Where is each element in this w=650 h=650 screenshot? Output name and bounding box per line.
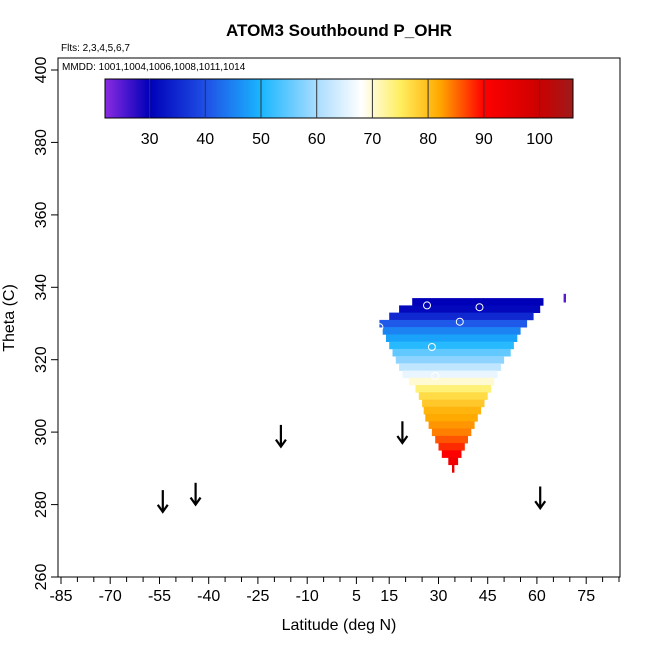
- x-tick-label: -85: [49, 588, 72, 605]
- heatmap-row-328: [382, 327, 521, 335]
- heatmap-row-322: [392, 348, 511, 357]
- sample-point-0: [423, 301, 431, 310]
- markers: [156, 301, 547, 514]
- heatmap-row-314: [408, 377, 495, 386]
- x-tick-label: -10: [296, 588, 319, 605]
- heatmap-row-294: [441, 450, 462, 458]
- down-arrow-head: [534, 500, 547, 511]
- down-arrow-0: [156, 490, 169, 514]
- heatmap-row-318: [399, 363, 501, 371]
- colorbar-tick-label: 90: [475, 131, 493, 148]
- heatmap-row-312: [415, 385, 491, 393]
- x-tick-label: -70: [99, 588, 122, 605]
- colorbar-tick-label: 30: [141, 131, 159, 148]
- y-tick-label: 380: [33, 129, 50, 156]
- y-tick-label: 320: [33, 346, 50, 373]
- heatmap-row-296: [438, 443, 465, 451]
- heatmap-row-336: [412, 298, 544, 306]
- x-tick-label: 5: [352, 588, 361, 605]
- heatmap-field: [379, 293, 566, 473]
- y-tick-label: 260: [33, 564, 50, 591]
- down-arrow-3: [396, 421, 409, 445]
- flights-note: Flts: 2,3,4,5,6,7: [61, 43, 130, 54]
- sample-point-6: [431, 372, 440, 380]
- heatmap-row-316: [402, 370, 498, 379]
- colorbar-tick-label: 50: [252, 131, 270, 148]
- y-tick-label: 300: [33, 419, 50, 446]
- x-tick-label: -55: [148, 588, 171, 605]
- x-tick-label: 75: [577, 588, 595, 605]
- down-arrow-4: [534, 486, 547, 511]
- sample-point-4: [427, 343, 436, 351]
- heatmap-cell-0: [452, 464, 455, 473]
- colorbar-bar: [104, 78, 574, 119]
- colorbar-tick-label: 80: [419, 131, 437, 148]
- x-tick-label: 15: [380, 588, 398, 605]
- x-tick-label: 45: [479, 588, 497, 605]
- sample-point-2: [455, 317, 464, 326]
- colorbar: 30 40 50 60 70 80 90 100: [104, 78, 574, 148]
- x-tick-label: -40: [197, 588, 220, 605]
- colorbar-tick-label: 70: [364, 131, 382, 148]
- y-tick-label: 400: [33, 57, 50, 84]
- chart-title: ATOM3 Southbound P_OHR: [226, 21, 452, 40]
- y-axis-label: Theta (C): [1, 284, 18, 352]
- dates-note: MMDD: 1001,1004,1006,1008,1011,1014: [62, 62, 246, 73]
- heatmap-row-292: [448, 457, 459, 466]
- down-arrow-1: [189, 482, 202, 507]
- heatmap-row-308: [422, 399, 485, 408]
- down-arrow-head: [189, 496, 202, 507]
- heatmap-row-310: [418, 392, 488, 400]
- down-arrow-head: [156, 504, 169, 514]
- heatmap-row-304: [425, 414, 478, 422]
- colorbar-tick-label: 100: [526, 131, 553, 148]
- sample-point-3: [375, 323, 384, 332]
- sample-point-1: [475, 303, 484, 312]
- x-axis-label: Latitude (deg N): [282, 617, 397, 634]
- heatmap-row-300: [431, 428, 472, 437]
- x-tick-label: -25: [246, 588, 269, 605]
- y-tick-label: 360: [33, 201, 50, 228]
- heatmap-row-320: [395, 356, 505, 364]
- heatmap-row-326: [386, 334, 518, 342]
- heatmap-row-302: [428, 421, 475, 429]
- axes: -85 -70 -55 -40 -25 -10 5 15 30 45 60 75 260 280 300 32…: [33, 57, 620, 605]
- colorbar-tick-label: 60: [308, 131, 326, 148]
- plot-frame: [57, 57, 621, 578]
- heatmap-row-306: [423, 406, 482, 415]
- heatmap-row-330: [379, 319, 528, 328]
- down-arrow-head: [275, 438, 287, 449]
- heatmap-row-334: [399, 305, 541, 313]
- down-arrow-head: [396, 435, 409, 445]
- x-tick-label: 30: [430, 588, 448, 605]
- heatmap-row-332: [389, 312, 534, 321]
- y-tick-label: 340: [33, 274, 50, 301]
- y-tick-label: 280: [33, 491, 50, 518]
- down-arrow-2: [275, 424, 287, 449]
- sample-point-5: [516, 344, 525, 353]
- x-tick-label: 60: [528, 588, 546, 605]
- heatmap-cell-1: [563, 293, 566, 303]
- colorbar-tick-label: 40: [196, 131, 214, 148]
- heatmap-row-324: [389, 341, 514, 350]
- heatmap-row-298: [435, 435, 468, 444]
